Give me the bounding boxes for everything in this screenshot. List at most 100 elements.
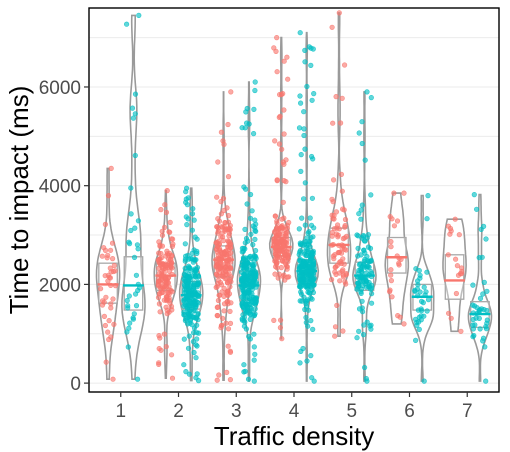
data-point xyxy=(483,378,489,384)
data-point xyxy=(354,286,360,292)
data-point xyxy=(186,333,192,339)
data-point xyxy=(105,193,112,199)
data-point xyxy=(125,344,131,350)
data-point xyxy=(286,274,292,280)
data-point xyxy=(301,196,307,202)
data-point xyxy=(363,376,369,382)
data-point xyxy=(301,132,307,139)
data-point xyxy=(189,322,195,328)
data-point xyxy=(242,226,248,232)
data-point xyxy=(311,275,317,281)
data-point xyxy=(167,219,173,225)
data-point xyxy=(425,193,431,199)
data-point xyxy=(297,30,303,36)
data-point xyxy=(168,264,174,270)
data-point xyxy=(277,248,283,254)
data-point xyxy=(329,24,335,30)
data-point xyxy=(284,54,290,60)
data-point xyxy=(298,168,304,174)
data-point xyxy=(224,205,230,211)
data-point xyxy=(356,211,362,217)
data-point xyxy=(342,224,348,230)
data-point xyxy=(471,192,477,198)
data-point xyxy=(228,89,234,95)
violin-4-red xyxy=(268,36,294,340)
data-point xyxy=(364,89,370,95)
data-point xyxy=(195,311,201,317)
data-point xyxy=(248,191,254,198)
data-point xyxy=(251,378,257,384)
data-point xyxy=(361,234,367,240)
data-point xyxy=(473,315,479,321)
data-point xyxy=(215,304,221,310)
data-point xyxy=(251,357,257,363)
data-point xyxy=(308,318,314,324)
data-point xyxy=(280,90,286,97)
data-point xyxy=(220,195,227,201)
data-point xyxy=(239,294,245,300)
data-point xyxy=(225,213,232,219)
data-point xyxy=(285,76,291,82)
data-point xyxy=(297,360,303,366)
data-point xyxy=(474,206,480,212)
data-point xyxy=(225,288,231,295)
data-point xyxy=(169,375,176,381)
data-point xyxy=(300,264,306,270)
data-point xyxy=(182,273,189,279)
data-point xyxy=(284,230,290,236)
data-point xyxy=(219,289,225,295)
data-point xyxy=(127,320,133,326)
data-point xyxy=(302,47,308,54)
data-point xyxy=(360,332,367,338)
data-point xyxy=(242,300,249,306)
data-point xyxy=(298,284,304,290)
data-point xyxy=(283,179,289,185)
data-point xyxy=(329,277,335,283)
data-point xyxy=(99,253,105,259)
data-point xyxy=(221,141,227,147)
data-point xyxy=(458,328,464,334)
data-point xyxy=(247,215,254,221)
data-point xyxy=(252,79,258,85)
data-point xyxy=(249,208,255,214)
data-point xyxy=(251,344,257,350)
data-point xyxy=(189,273,195,279)
data-point xyxy=(387,214,393,220)
data-point xyxy=(298,100,304,106)
data-point xyxy=(395,313,401,319)
data-point xyxy=(158,255,164,261)
data-point xyxy=(309,97,315,103)
data-point xyxy=(185,195,191,201)
data-point xyxy=(470,302,476,308)
data-point xyxy=(183,189,189,195)
data-point xyxy=(336,10,342,16)
data-point xyxy=(359,202,365,208)
data-point xyxy=(274,177,280,183)
data-point xyxy=(161,224,168,230)
data-point xyxy=(333,209,340,215)
data-point xyxy=(303,314,309,321)
data-point xyxy=(296,125,303,131)
data-point xyxy=(342,279,348,285)
data-point xyxy=(448,228,454,234)
data-point xyxy=(356,328,362,334)
data-point xyxy=(274,225,280,231)
data-point xyxy=(252,225,258,231)
data-point xyxy=(184,222,190,228)
data-point xyxy=(445,252,451,258)
data-point xyxy=(311,90,317,97)
y-tick-label: 4000 xyxy=(39,177,81,198)
data-point xyxy=(215,297,221,304)
data-point xyxy=(185,345,192,351)
data-point xyxy=(111,262,117,269)
data-point xyxy=(163,344,169,350)
data-point xyxy=(301,249,307,255)
x-tick-label: 4 xyxy=(289,401,300,422)
data-point xyxy=(301,126,307,132)
data-point xyxy=(309,253,315,259)
data-point xyxy=(164,248,170,254)
data-point xyxy=(244,105,250,112)
data-point xyxy=(470,322,476,328)
data-point xyxy=(108,165,114,171)
data-point xyxy=(214,377,220,383)
